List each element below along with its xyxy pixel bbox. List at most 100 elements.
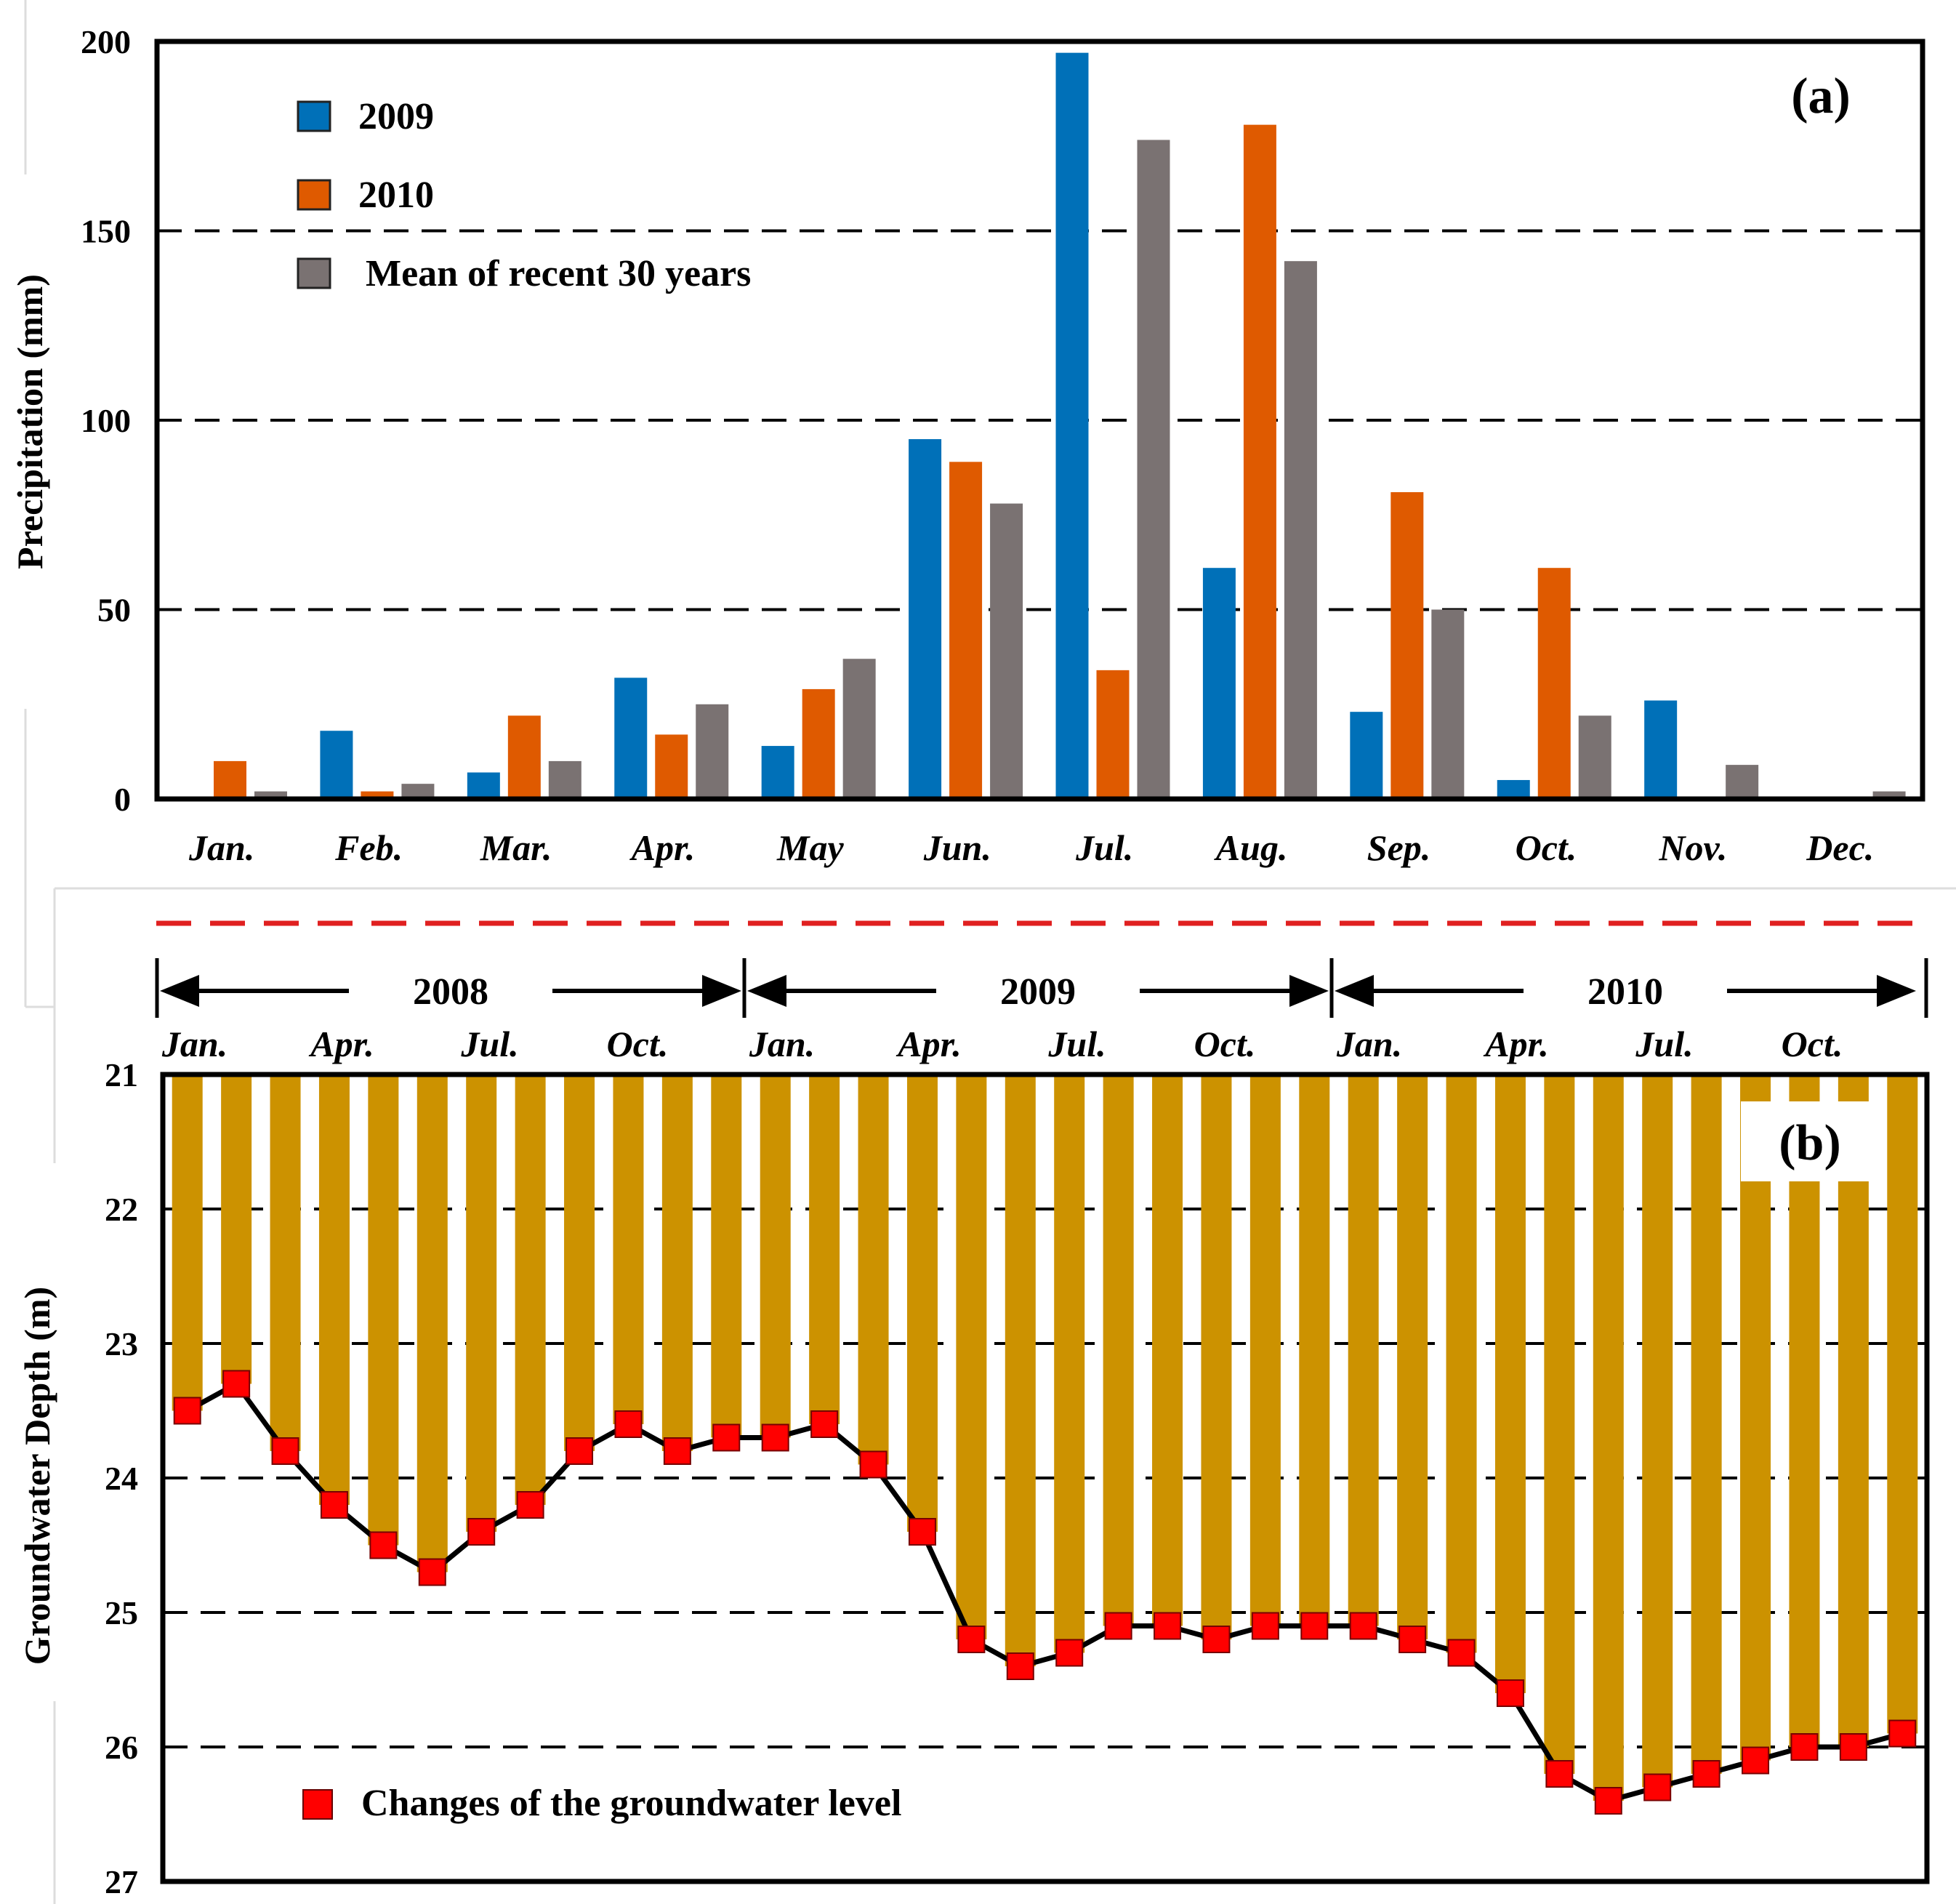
depth-bar [172, 1074, 203, 1411]
legend-label: 2010 [358, 174, 434, 216]
precipitation-chart: 0 50 100 150 200 Jan. Feb. Mar. Apr. May Jun. Jul.… [9, 23, 1925, 868]
bar-2009-nov [1644, 700, 1678, 799]
bar-2010-oct [1537, 568, 1571, 799]
panel-label-a: (a) [1791, 68, 1851, 124]
legend-label: Mean of recent 30 years [366, 253, 751, 294]
frame-artifacts [24, 0, 1956, 1904]
bar-mean-of-recent-30-years-feb [401, 784, 435, 799]
panel-label-b-background [1741, 1101, 1879, 1181]
depth-bar [564, 1074, 595, 1451]
groundwater-marker [1006, 1652, 1034, 1680]
bar-mean-of-recent-30-years-nov [1726, 765, 1759, 799]
bar-2009-oct [1497, 779, 1530, 799]
groundwater-marker [859, 1450, 888, 1479]
arrow-right-icon [702, 975, 741, 1007]
y-tick-label: 21 [105, 1056, 138, 1093]
groundwater-marker [271, 1437, 299, 1465]
bar-2010-jun [949, 462, 983, 799]
legend-marker-icon [302, 1789, 333, 1820]
y-tick-label: 150 [81, 213, 131, 250]
x-tick-label: Dec. [1806, 827, 1874, 868]
depth-bar [1201, 1074, 1232, 1639]
depth-bar [906, 1074, 938, 1532]
depth-bar [1838, 1074, 1869, 1747]
depth-bar [1642, 1074, 1673, 1788]
groundwater-marker [1594, 1787, 1622, 1815]
y-tick-label: 50 [97, 592, 131, 629]
depth-bar [1348, 1074, 1379, 1626]
bar-mean-of-recent-30-years-sep [1431, 609, 1465, 799]
month-label: Oct. [607, 1024, 669, 1064]
legend-a: 2009 2010 Mean of recent 30 years [297, 96, 751, 294]
depth-bar [1446, 1074, 1477, 1653]
bar-mean-of-recent-30-years-mar [548, 760, 581, 799]
bar-2010-apr [655, 734, 688, 799]
depth-bar [613, 1074, 644, 1424]
bar-2010-feb [361, 791, 394, 799]
depth-bar [368, 1074, 399, 1546]
month-label: Apr. [896, 1024, 962, 1064]
x-tick-label: Nov. [1658, 827, 1727, 868]
y-tick-label: 24 [105, 1460, 138, 1497]
depth-bar [1593, 1074, 1624, 1801]
year-label: 2010 [1587, 971, 1663, 1013]
depth-bar [809, 1074, 840, 1424]
groundwater-marker [1742, 1746, 1770, 1775]
x-tick-label: Oct. [1516, 827, 1577, 868]
bar-2009-may [761, 746, 794, 799]
plot-frame-b [160, 1072, 1930, 1884]
legend-swatch [297, 100, 331, 132]
depth-bar [711, 1074, 742, 1438]
groundwater-marker [1154, 1612, 1182, 1640]
depth-bar [1299, 1074, 1330, 1626]
depth-bar [221, 1074, 252, 1384]
arrow-left-icon [747, 975, 786, 1007]
groundwater-marker [761, 1423, 789, 1452]
depth-bar [1887, 1074, 1918, 1734]
bar-2010-mar [507, 715, 541, 799]
groundwater-marker [1888, 1719, 1917, 1748]
groundwater-marker [516, 1491, 544, 1519]
groundwater-marker [1104, 1612, 1132, 1640]
depth-bar [956, 1074, 987, 1639]
y-axis-label-a: Precipitation (mm) [9, 274, 50, 569]
y-tick-label: 27 [105, 1863, 138, 1900]
bar-2010-jan [214, 760, 246, 799]
year-label: 2008 [413, 971, 488, 1013]
x-tick-label: Apr. [629, 827, 696, 868]
depth-bar [1789, 1074, 1820, 1747]
groundwater-marker [369, 1531, 398, 1559]
y-tick-label: 26 [105, 1729, 138, 1766]
arrow-right-icon [1289, 975, 1329, 1007]
depth-bar [1544, 1074, 1575, 1774]
month-label: Oct. [1194, 1024, 1256, 1064]
bar-2010-sep [1390, 491, 1424, 799]
x-tick-label: Jul. [1075, 827, 1133, 868]
groundwater-marker [467, 1518, 496, 1546]
legend-label: 2009 [358, 96, 434, 137]
depth-bar [416, 1074, 448, 1572]
groundwater-marker [908, 1518, 936, 1546]
month-label: Jan. [749, 1024, 815, 1064]
month-label: Apr. [308, 1024, 374, 1064]
bar-2009-mar [467, 772, 500, 799]
bar-mean-of-recent-30-years-may [842, 659, 876, 799]
bar-2010-may [802, 688, 835, 799]
depth-bar [515, 1074, 546, 1505]
depth-bar [1740, 1074, 1771, 1761]
bar-2009-jun [909, 439, 942, 799]
x-tick-label: Feb. [334, 827, 403, 868]
bar-2010-aug [1243, 124, 1276, 799]
depth-bar [1691, 1074, 1722, 1774]
x-tick-label: Mar. [480, 827, 552, 868]
bar-mean-of-recent-30-years-jun [990, 503, 1023, 799]
groundwater-marker [1202, 1626, 1231, 1653]
groundwater-marker [222, 1370, 251, 1398]
month-label: Jul. [460, 1024, 518, 1064]
legend-swatch [297, 257, 331, 289]
y-tick-label: 100 [81, 402, 131, 439]
groundwater-marker [1447, 1639, 1476, 1667]
depth-bar [1397, 1074, 1428, 1639]
depth-bar [270, 1074, 301, 1451]
